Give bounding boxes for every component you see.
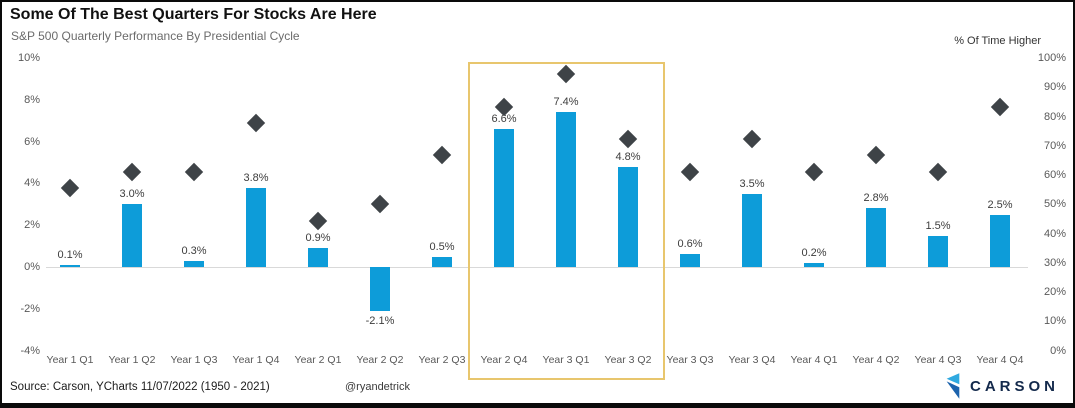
diamond-marker [866,146,886,165]
bar-value-label: 7.4% [553,96,579,109]
x-axis-label: Year 4 Q1 [790,354,838,366]
y-axis-tick-right: 30% [1043,256,1066,269]
diamond-marker [370,195,390,214]
x-axis-label: Year 1 Q1 [46,354,94,366]
page-subtitle: S&P 500 Quarterly Performance By Preside… [11,29,300,43]
zero-gridline [46,267,1028,268]
x-axis-label: Year 1 Q2 [108,354,156,366]
x-axis-label: Year 4 Q2 [852,354,900,366]
bar-value-label: 1.5% [925,219,951,232]
carson-logo: CARSON [939,372,1059,400]
highlight-box [468,62,665,380]
page-title: Some Of The Best Quarters For Stocks Are… [10,6,377,23]
right-axis-title: % Of Time Higher [954,35,1041,47]
diamond-marker [308,211,328,230]
diamond-marker [804,162,824,182]
x-axis-label: Year 3 Q1 [542,354,590,366]
carson-logo-icon [946,373,960,399]
y-axis-tick-left: 0% [24,261,40,273]
y-axis-tick-left: -4% [20,344,40,357]
bar [618,166,638,267]
x-axis-label: Year 3 Q3 [666,354,714,366]
y-axis-tick-right: 70% [1043,139,1066,152]
y-axis-tick-left: 6% [24,135,40,148]
x-axis-label: Year 2 Q2 [356,354,404,366]
bar [122,204,142,267]
x-axis-label: Year 1 Q3 [170,354,218,366]
bar-value-label: 4.8% [615,150,641,163]
bar [432,256,452,267]
x-axis-label: Year 3 Q2 [604,354,652,366]
bar [370,267,390,311]
diamond-marker [246,113,266,133]
bar-value-label: 3.5% [739,177,765,190]
bar-value-label: 3.0% [119,188,145,201]
y-axis-tick-right: 50% [1043,198,1066,211]
bar [990,214,1010,267]
y-axis-tick-right: 60% [1043,169,1066,182]
bar-value-label: 0.3% [181,244,207,257]
x-axis-label: Year 4 Q4 [976,354,1024,366]
bar [184,260,204,267]
x-axis-label: Year 2 Q3 [418,354,466,366]
diamond-marker [928,162,948,182]
x-axis-label: Year 3 Q4 [728,354,776,366]
diamond-marker [432,146,452,165]
bar [866,208,886,267]
y-axis-tick-left: 4% [24,177,40,190]
y-axis-tick-right: 100% [1037,52,1066,64]
twitter-handle: @ryandetrick [345,381,410,393]
bar [804,262,824,267]
y-axis-tick-right: 0% [1050,344,1066,357]
bar-value-label: 0.5% [429,240,455,253]
y-axis-tick-right: 90% [1043,81,1066,94]
x-axis-label: Year 2 Q1 [294,354,342,366]
bar [742,193,762,267]
y-axis-tick-left: 2% [24,219,40,232]
y-axis-tick-right: 20% [1043,286,1066,299]
bar-value-label: 0.1% [57,248,83,261]
y-axis-tick-left: -2% [20,302,40,315]
y-axis-tick-right: 80% [1043,110,1066,123]
y-axis-tick-right: 40% [1043,227,1066,240]
diamond-marker [742,130,762,149]
bar-value-label: 2.8% [863,192,889,205]
diamond-marker [990,97,1010,117]
bar-value-label: 0.6% [677,238,703,251]
diamond-marker [184,162,204,182]
carson-logo-wordmark: CARSON [969,377,1059,395]
bar [494,129,514,267]
diamond-marker [680,162,700,182]
source-note: Source: Carson, YCharts 11/07/2022 (1950… [10,381,270,393]
bar-value-label: 0.9% [305,232,331,245]
x-axis-label: Year 2 Q4 [480,354,528,366]
y-axis-tick-right: 10% [1043,315,1066,328]
bar-value-label: -2.1% [365,314,395,327]
bar [308,248,328,267]
bar-value-label: 6.6% [491,113,517,126]
diamond-marker [60,178,80,198]
bar-value-label: 3.8% [243,171,269,184]
bar-value-label: 2.5% [987,198,1013,211]
diamond-marker [122,162,142,182]
bar [60,264,80,267]
bar-value-label: 0.2% [801,246,827,259]
y-axis-tick-left: 8% [24,93,40,106]
x-axis-label: Year 1 Q4 [232,354,280,366]
bar [556,112,576,267]
x-axis-label: Year 4 Q3 [914,354,962,366]
bar [928,235,948,267]
bar [680,254,700,267]
bar [246,187,266,267]
y-axis-tick-left: 10% [17,52,40,64]
